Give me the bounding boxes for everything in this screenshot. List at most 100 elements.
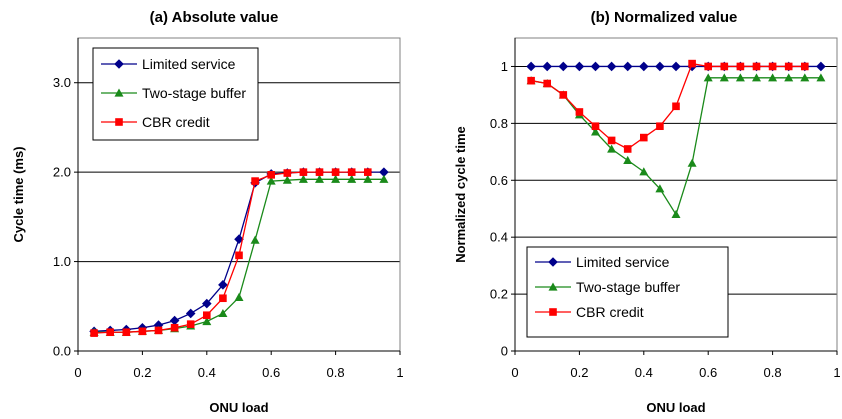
x-tick-label: 0.4 [198, 365, 216, 380]
data-point [282, 175, 292, 184]
chart-title: (a) Absolute value [150, 9, 279, 26]
data-point [768, 62, 777, 71]
data-point [559, 91, 568, 99]
data-point [784, 62, 793, 71]
data-point [315, 168, 324, 176]
data-point [251, 177, 259, 185]
x-tick-label: 0.6 [699, 365, 717, 380]
x-tick-label: 0.6 [262, 365, 280, 380]
data-point [90, 329, 98, 337]
data-point [622, 61, 633, 72]
y-tick-label: 0.6 [490, 173, 508, 188]
data-point [640, 133, 648, 142]
legend: Limited service Two-stage buffer CBR credi… [92, 47, 259, 141]
data-point [736, 62, 745, 71]
legend-label: Limited service [142, 56, 236, 72]
data-point [543, 79, 551, 88]
data-point [218, 308, 228, 318]
data-point [703, 73, 713, 82]
data-point [656, 122, 664, 131]
data-point [816, 61, 826, 72]
data-point [639, 167, 649, 176]
x-tick-label: 0.4 [635, 365, 653, 380]
data-point [234, 292, 244, 301]
data-point [768, 73, 778, 82]
data-point [575, 108, 584, 116]
data-point [800, 73, 810, 82]
y-tick-label: 3.0 [53, 75, 71, 90]
data-point [623, 155, 633, 164]
data-point [169, 315, 180, 326]
legend-item: Two-stage buffer [535, 279, 680, 295]
x-tick-label: 0.2 [133, 365, 151, 380]
data-point [590, 61, 601, 72]
x-tick-label: 0.2 [570, 365, 588, 380]
data-point [704, 62, 712, 71]
y-tick-label: 0.2 [490, 287, 508, 302]
y-tick-label: 0.0 [53, 344, 71, 359]
data-point [170, 323, 179, 332]
data-point [122, 328, 131, 337]
legend-item: CBR credit [535, 304, 644, 320]
data-point [688, 59, 696, 68]
data-point [154, 326, 163, 335]
data-point [671, 61, 681, 72]
x-tick-label: 0 [74, 365, 81, 380]
data-point [283, 169, 292, 177]
legend-label: CBR credit [142, 114, 210, 130]
y-axis-label: Cycle time (ms) [11, 146, 26, 242]
data-point [298, 174, 308, 183]
y-tick-label: 0.4 [490, 230, 508, 245]
data-point [816, 73, 826, 82]
data-point [202, 298, 212, 309]
data-point [720, 62, 729, 71]
data-point [186, 320, 195, 328]
data-point [266, 176, 276, 185]
data-point [153, 320, 164, 330]
legend-item: Limited service [535, 254, 670, 270]
data-point [347, 168, 356, 176]
y-tick-label: 1.0 [53, 254, 71, 269]
chart-title: (b) Normalized value [591, 9, 738, 26]
legend: Limited service Two-stage buffer CBR credi… [526, 246, 729, 338]
data-point [267, 171, 275, 179]
data-point [574, 61, 585, 72]
y-tick-label: 1 [501, 59, 508, 74]
legend-item: CBR credit [101, 114, 210, 130]
x-tick-label: 0 [511, 365, 518, 380]
data-point [623, 145, 632, 153]
data-point [363, 174, 373, 183]
y-axis-label: Normalized cycle time [453, 126, 468, 263]
data-point [672, 102, 680, 111]
chart-absolute: (a) Absolute value 0.0 1.0 2.0 3.0 0 0.2 0.4 0.6… [11, 9, 404, 415]
data-point [364, 168, 372, 176]
data-point [203, 311, 211, 320]
data-point [379, 167, 389, 177]
data-point [558, 61, 569, 72]
data-point [527, 76, 535, 85]
legend-item: Two-stage buffer [101, 85, 246, 101]
data-point [607, 144, 617, 153]
series-triangle [526, 73, 826, 219]
data-point [655, 184, 665, 193]
data-point [719, 73, 729, 82]
data-point [752, 62, 761, 71]
data-point [347, 174, 357, 183]
data-point [526, 61, 536, 72]
series-square [527, 59, 809, 153]
data-point [591, 127, 600, 136]
data-point [591, 122, 600, 131]
x-tick-label: 0.8 [327, 365, 345, 380]
data-point [735, 73, 745, 82]
data-point [331, 174, 341, 183]
data-point [639, 61, 649, 72]
x-axis-label: ONU load [209, 400, 268, 415]
series-square [90, 168, 372, 337]
y-tick-label: 0.8 [490, 116, 508, 131]
data-point [299, 168, 308, 176]
y-tick-label: 0 [501, 344, 508, 359]
y-tick-label: 2.0 [53, 165, 71, 180]
data-point [218, 280, 228, 290]
legend-marker [548, 257, 558, 267]
